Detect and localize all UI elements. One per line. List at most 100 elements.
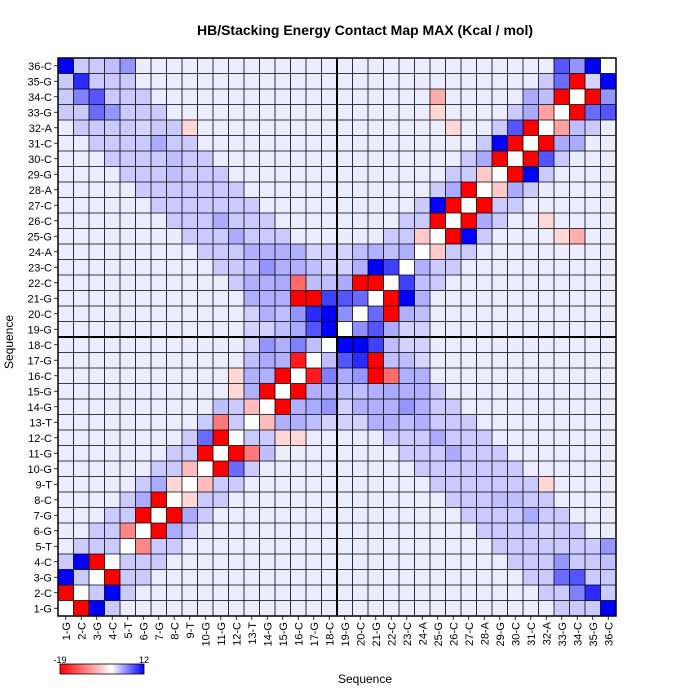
heatmap-cell	[104, 492, 120, 508]
heatmap-cell	[197, 120, 213, 136]
heatmap-cell	[461, 430, 477, 446]
heatmap-cell	[306, 259, 322, 275]
heatmap-cell	[368, 554, 384, 570]
heatmap-cell	[151, 151, 167, 167]
heatmap-cell	[182, 430, 198, 446]
heatmap-cell	[585, 461, 601, 477]
heatmap-cell	[290, 430, 306, 446]
heatmap-cell	[492, 197, 508, 213]
heatmap-cell	[414, 569, 430, 585]
heatmap-cell	[182, 275, 198, 291]
heatmap-cell	[244, 368, 260, 384]
x-tick-label: 1-G	[61, 622, 73, 640]
heatmap-cell	[383, 58, 399, 74]
heatmap-cell	[337, 585, 353, 601]
heatmap-cell	[104, 244, 120, 260]
heatmap-cell	[321, 430, 337, 446]
heatmap-cell	[600, 275, 616, 291]
heatmap-cell	[507, 461, 523, 477]
heatmap-cell	[228, 414, 244, 430]
heatmap-cell	[430, 414, 446, 430]
heatmap-cell	[476, 197, 492, 213]
x-tick-label: 25-G	[433, 622, 445, 646]
heatmap-cell	[538, 600, 554, 616]
heatmap-cell	[352, 290, 368, 306]
heatmap-cell	[166, 368, 182, 384]
heatmap-cell	[89, 259, 105, 275]
heatmap-cell	[259, 337, 275, 353]
heatmap-cell	[492, 120, 508, 136]
heatmap-cell	[120, 414, 136, 430]
heatmap-cell	[213, 306, 229, 322]
heatmap-cell	[368, 430, 384, 446]
heatmap-cell	[259, 259, 275, 275]
heatmap-cell	[58, 197, 74, 213]
heatmap-cell	[383, 461, 399, 477]
heatmap-cell	[166, 166, 182, 182]
heatmap-cell	[259, 275, 275, 291]
heatmap-cell	[73, 89, 89, 105]
heatmap-cell	[306, 507, 322, 523]
heatmap-cell	[104, 430, 120, 446]
heatmap-cell	[538, 585, 554, 601]
heatmap-cell	[104, 213, 120, 229]
heatmap-cell	[399, 445, 415, 461]
heatmap-cell	[430, 197, 446, 213]
heatmap-cell	[538, 461, 554, 477]
heatmap-cell	[507, 492, 523, 508]
heatmap-cell	[383, 523, 399, 539]
heatmap-cell	[600, 120, 616, 136]
heatmap-cell	[368, 244, 384, 260]
heatmap-cell	[352, 507, 368, 523]
heatmap-cell	[430, 569, 446, 585]
heatmap-cell	[321, 120, 337, 136]
heatmap-cell	[73, 430, 89, 446]
heatmap-cell	[259, 89, 275, 105]
x-tick-label: 24-A	[417, 621, 429, 645]
heatmap-cell	[151, 244, 167, 260]
x-tick-label: 26-C	[448, 622, 460, 646]
heatmap-cell	[166, 259, 182, 275]
heatmap-cell	[368, 368, 384, 384]
heatmap-cell	[73, 213, 89, 229]
heatmap-cell	[430, 383, 446, 399]
heatmap-cell	[89, 430, 105, 446]
heatmap-cell	[600, 337, 616, 353]
heatmap-cell	[275, 383, 291, 399]
heatmap-cell	[461, 554, 477, 570]
heatmap-cell	[290, 166, 306, 182]
heatmap-cell	[197, 492, 213, 508]
heatmap-cell	[554, 321, 570, 337]
heatmap-cell	[352, 321, 368, 337]
heatmap-cell	[461, 259, 477, 275]
heatmap-cell	[120, 244, 136, 260]
heatmap-cell	[166, 290, 182, 306]
heatmap-cell	[306, 476, 322, 492]
heatmap-cell	[414, 213, 430, 229]
heatmap-cell	[290, 58, 306, 74]
heatmap-cell	[151, 569, 167, 585]
heatmap-cell	[383, 554, 399, 570]
heatmap-cell	[213, 368, 229, 384]
heatmap-cell	[58, 228, 74, 244]
heatmap-cell	[476, 166, 492, 182]
heatmap-cell	[600, 321, 616, 337]
heatmap-cell	[445, 352, 461, 368]
heatmap-cell	[306, 197, 322, 213]
heatmap-cell	[275, 306, 291, 322]
heatmap-cell	[197, 58, 213, 74]
heatmap-cell	[569, 461, 585, 477]
heatmap-cell	[523, 197, 539, 213]
heatmap-cell	[104, 135, 120, 151]
heatmap-cell	[321, 151, 337, 167]
heatmap-cell	[445, 476, 461, 492]
heatmap-cell	[197, 368, 213, 384]
heatmap-cell	[58, 73, 74, 89]
heatmap-cell	[352, 461, 368, 477]
heatmap-cell	[321, 275, 337, 291]
heatmap-cell	[585, 383, 601, 399]
heatmap-cell	[197, 461, 213, 477]
heatmap-cell	[399, 600, 415, 616]
heatmap-cell	[306, 73, 322, 89]
heatmap-cell	[569, 430, 585, 446]
